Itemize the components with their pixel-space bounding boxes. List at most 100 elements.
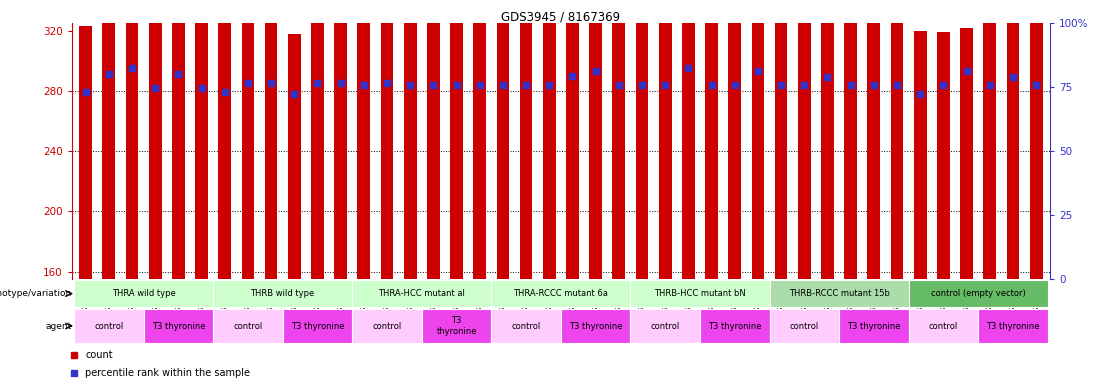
Bar [682,0,695,279]
Point [332,80,350,86]
Bar [265,0,278,279]
Bar [774,0,788,279]
Bar [126,0,138,279]
Bar [914,31,927,279]
Text: THRB wild type: THRB wild type [250,289,314,298]
Point [795,82,813,88]
Bar [867,0,880,279]
Point [147,85,164,91]
Bar [288,33,301,279]
Bar [74,309,143,343]
Point [934,82,952,88]
Point [309,80,326,86]
Bar [909,280,1048,307]
Text: T3 thyronine: T3 thyronine [151,321,205,331]
Bar [543,0,556,279]
Bar [770,280,909,307]
Point [1027,82,1045,88]
Bar [839,309,909,343]
Point [471,82,489,88]
Bar [213,280,352,307]
Text: count: count [86,350,114,360]
Point [378,80,396,86]
Bar [381,0,394,279]
Point [517,82,535,88]
Bar [352,309,421,343]
Bar [797,0,811,279]
Point [263,80,280,86]
Point [749,68,767,74]
Bar [560,309,631,343]
Bar [566,0,579,279]
Bar [491,280,631,307]
Point [818,74,836,80]
Bar [751,0,764,279]
Point [633,82,651,88]
Bar [74,280,213,307]
Bar [491,309,560,343]
Point [494,82,512,88]
Text: T3 thyronine: T3 thyronine [986,321,1040,331]
Point [355,82,373,88]
Bar [589,0,602,279]
Text: percentile rank within the sample: percentile rank within the sample [86,368,250,378]
Bar [705,0,718,279]
Bar [938,32,950,279]
Bar [213,309,282,343]
Text: THRA-RCCC mutant 6a: THRA-RCCC mutant 6a [513,289,609,298]
Point [448,82,465,88]
Bar [427,0,440,279]
Text: THRB-HCC mutant bN: THRB-HCC mutant bN [654,289,746,298]
Text: genotype/variation: genotype/variation [0,289,72,298]
Point [124,65,141,71]
Point [587,68,604,74]
Bar [218,0,232,279]
Point [216,89,234,95]
Text: T3 thyronine: T3 thyronine [291,321,344,331]
Bar [357,0,371,279]
Point [957,68,975,74]
Point [703,82,720,88]
Bar [334,0,347,279]
Point [726,82,743,88]
Text: control: control [512,321,540,331]
Text: T3
thyronine: T3 thyronine [437,316,476,336]
Bar [844,0,857,279]
Bar [450,0,463,279]
Title: GDS3945 / 8167369: GDS3945 / 8167369 [501,10,621,23]
Point [656,82,674,88]
Point [239,80,257,86]
Bar [421,309,491,343]
Point [842,82,859,88]
Bar [890,0,903,279]
Text: T3 thyronine: T3 thyronine [847,321,901,331]
Text: T3 thyronine: T3 thyronine [569,321,622,331]
Bar [149,0,161,279]
Bar [172,0,184,279]
Point [772,82,790,88]
Bar [195,0,207,279]
Bar [658,0,672,279]
Bar [700,309,770,343]
Bar [770,309,839,343]
Point [610,82,628,88]
Bar [473,0,486,279]
Point [100,71,118,77]
Text: T3 thyronine: T3 thyronine [708,321,761,331]
Bar [242,0,255,279]
Bar [1030,0,1042,279]
Point [564,73,581,79]
Bar [631,309,700,343]
Bar [103,0,115,279]
Text: agent: agent [45,321,72,331]
Text: THRA wild type: THRA wild type [111,289,175,298]
Bar [143,309,213,343]
Point [286,91,303,97]
Point [170,71,188,77]
Bar [961,28,973,279]
Bar [728,0,741,279]
Bar [821,0,834,279]
Bar [496,0,510,279]
Text: control: control [790,321,818,331]
Point [193,85,211,91]
